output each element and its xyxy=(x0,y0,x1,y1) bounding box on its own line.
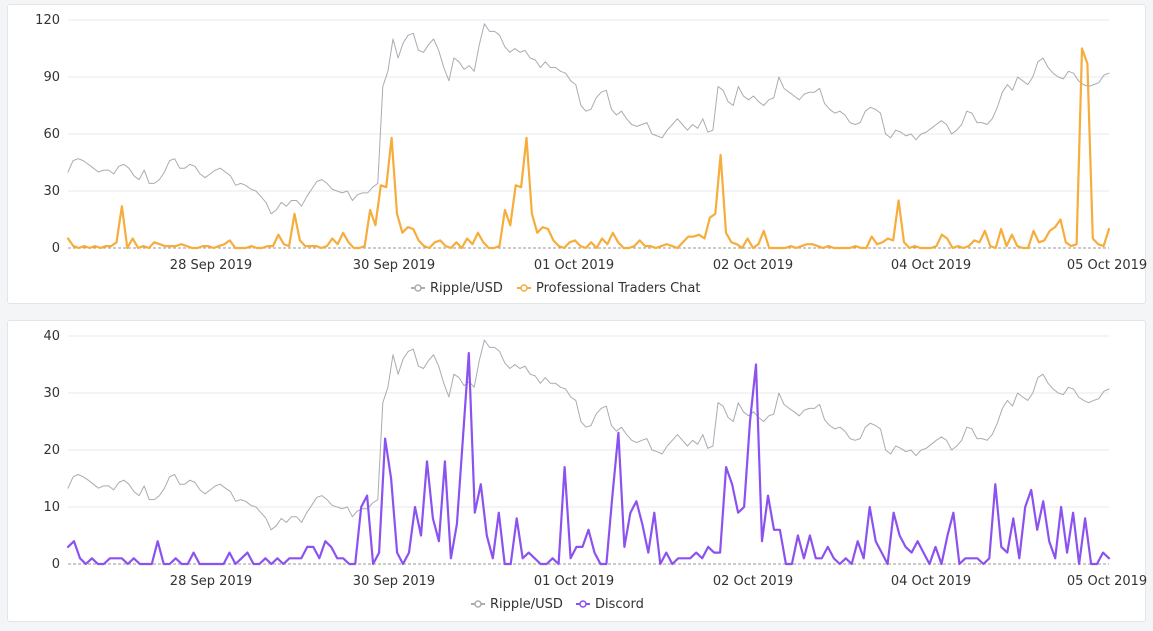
series-line-ripple-usd xyxy=(67,339,1110,531)
legend-marker-icon xyxy=(579,600,587,608)
legend-label: Ripple/USD xyxy=(490,597,563,612)
y-tick-label: 40 xyxy=(43,329,60,344)
legend-marker-icon xyxy=(474,600,482,608)
y-tick-label: 20 xyxy=(43,443,60,458)
x-tick-label: 28 Sep 2019 xyxy=(170,574,252,589)
x-tick-label: 04 Oct 2019 xyxy=(891,258,971,273)
x-tick-label: 05 Oct 2019 xyxy=(1067,574,1147,589)
legend-label: Ripple/USD xyxy=(430,281,503,296)
y-tick-label: 10 xyxy=(43,500,60,515)
y-tick-label: 0 xyxy=(52,557,60,572)
x-tick-label: 02 Oct 2019 xyxy=(713,258,793,273)
series-line-ripple-usd xyxy=(67,23,1110,215)
chart-panel-ripple-vs-discord: 0 10 20 30 40 28 Sep 2019 30 Sep 2019 01 Oct 20… xyxy=(7,320,1147,622)
y-tick-label: 60 xyxy=(43,127,60,142)
legend-marker-icon xyxy=(414,284,422,292)
y-tick-label: 30 xyxy=(43,386,60,401)
legend-label: Discord xyxy=(595,597,644,612)
y-tick-label: 0 xyxy=(52,241,60,256)
y-tick-label: 90 xyxy=(43,70,60,85)
legend-item[interactable]: Ripple/USD xyxy=(411,281,503,296)
x-tick-label: 05 Oct 2019 xyxy=(1067,258,1147,273)
x-tick-label: 02 Oct 2019 xyxy=(713,574,793,589)
legend-item[interactable]: Professional Traders Chat xyxy=(517,281,700,296)
legend-marker-icon xyxy=(520,284,528,292)
y-tick-label: 120 xyxy=(35,13,60,28)
series-line-discord xyxy=(66,351,1111,566)
legend-label: Professional Traders Chat xyxy=(536,281,700,296)
x-tick-label: 01 Oct 2019 xyxy=(534,574,614,589)
legend-item[interactable]: Discord xyxy=(576,597,644,612)
x-tick-label: 04 Oct 2019 xyxy=(891,574,971,589)
legend-item[interactable]: Ripple/USD xyxy=(471,597,563,612)
chart-panel-ripple-vs-professional-traders: 0 30 60 90 120 28 Sep 2019 30 Sep 2019 01 Oct 2… xyxy=(7,4,1147,304)
y-tick-label: 30 xyxy=(43,184,60,199)
line-chart-1: 0 30 60 90 120 28 Sep 2019 30 Sep 2019 01 Oct 2… xyxy=(35,13,1147,296)
x-tick-label: 28 Sep 2019 xyxy=(170,258,252,273)
series-line-professional-traders-chat xyxy=(66,47,1111,250)
x-tick-label: 30 Sep 2019 xyxy=(353,574,435,589)
x-tick-label: 01 Oct 2019 xyxy=(534,258,614,273)
x-tick-label: 30 Sep 2019 xyxy=(353,258,435,273)
line-chart-2: 0 10 20 30 40 28 Sep 2019 30 Sep 2019 01 Oct 20… xyxy=(43,329,1147,612)
